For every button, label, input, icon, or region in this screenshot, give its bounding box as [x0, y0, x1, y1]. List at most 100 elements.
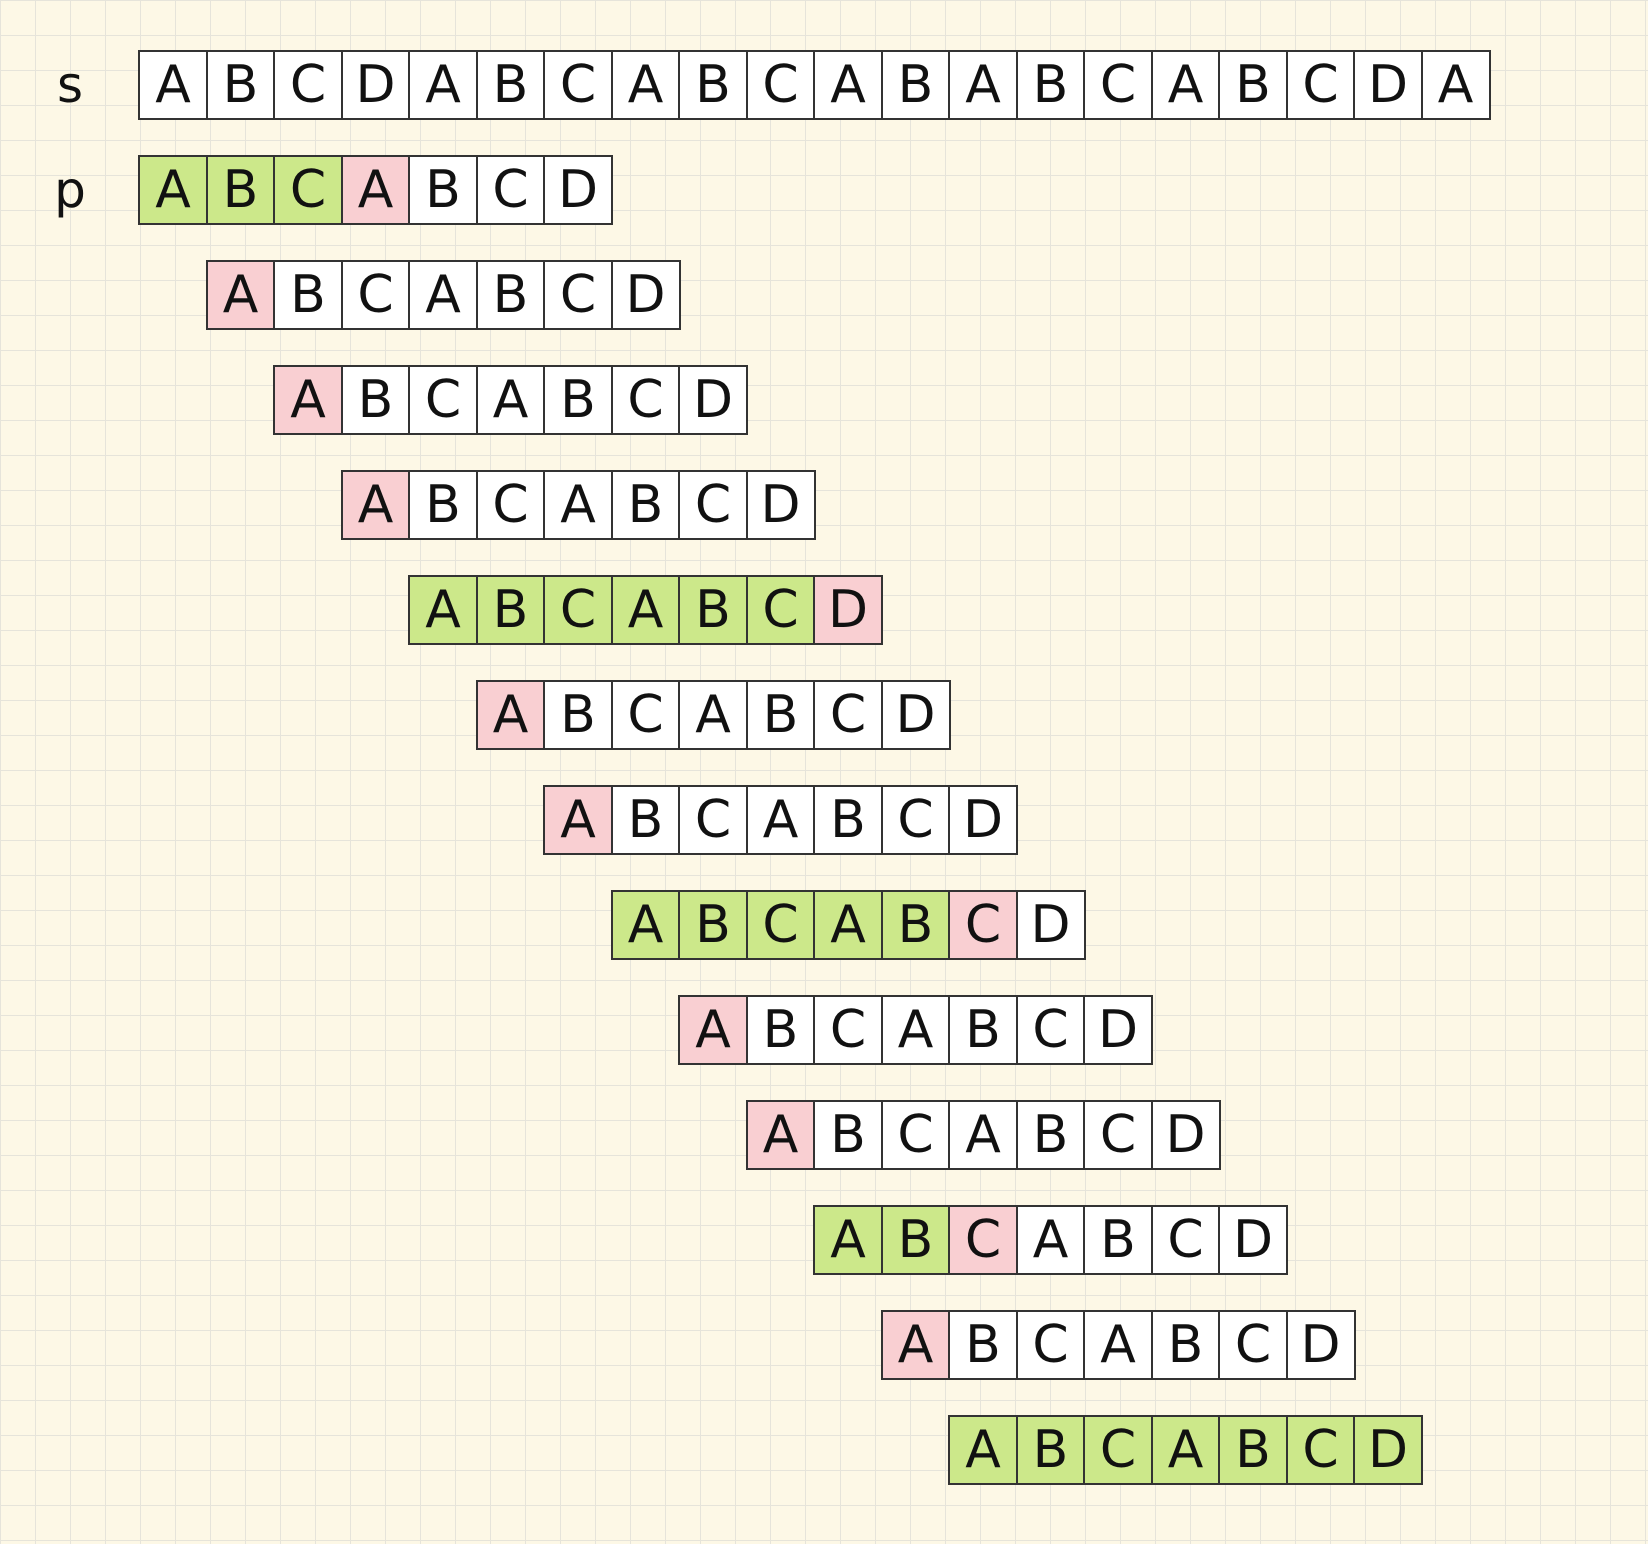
pattern-cell-empty: B: [340, 365, 411, 435]
pattern-cell-empty: D: [1218, 1205, 1288, 1275]
pattern-cell-empty: A: [880, 995, 951, 1065]
pattern-cell-match: B: [880, 1205, 951, 1275]
pattern-cell-empty: D: [880, 680, 951, 750]
s-cell: C: [745, 50, 816, 120]
pattern-cell-match: C: [543, 575, 613, 645]
pattern-cell-empty: C: [880, 1100, 951, 1170]
pattern-cell-empty: B: [1015, 1100, 1086, 1170]
pattern-cell-empty: C: [610, 680, 681, 750]
pattern-cell-empty: A: [745, 785, 816, 855]
pattern-cell-match: C: [1083, 1415, 1153, 1485]
pattern-cell-match: B: [475, 575, 546, 645]
pattern-cell-mismatch: D: [813, 575, 883, 645]
s-cell: A: [813, 50, 883, 120]
pattern-cell-empty: A: [678, 680, 748, 750]
pattern-cell-empty: C: [1083, 1100, 1153, 1170]
pattern-cell-empty: C: [1150, 1205, 1221, 1275]
s-cell: B: [880, 50, 951, 120]
pattern-cell-empty: D: [745, 470, 816, 540]
s-cell: D: [340, 50, 411, 120]
pattern-cell-empty: A: [543, 470, 613, 540]
pattern-cell-match: A: [813, 890, 883, 960]
s-cell: A: [1150, 50, 1221, 120]
pattern-cell-empty: A: [948, 1100, 1018, 1170]
pattern-cell-empty: B: [273, 260, 343, 330]
pattern-cell-mismatch: A: [678, 995, 748, 1065]
pattern-cell-match: A: [813, 1205, 883, 1275]
pattern-cell-mismatch: A: [745, 1100, 816, 1170]
pattern-cell-empty: B: [543, 365, 613, 435]
pattern-cell-empty: C: [475, 470, 546, 540]
pattern-cell-match: B: [1218, 1415, 1288, 1485]
pattern-cell-empty: A: [1083, 1310, 1153, 1380]
s-cell: A: [1420, 50, 1491, 120]
pattern-cell-match: C: [745, 575, 816, 645]
s-cell: B: [678, 50, 748, 120]
pattern-cell-match: A: [610, 575, 681, 645]
pattern-cell-empty: D: [1083, 995, 1153, 1065]
s-cell: C: [1083, 50, 1153, 120]
pattern-cell-empty: A: [475, 365, 546, 435]
s-cell: B: [1015, 50, 1086, 120]
s-cell: B: [205, 50, 276, 120]
pattern-cell-empty: C: [610, 365, 681, 435]
pattern-cell-empty: C: [678, 785, 748, 855]
pattern-cell-match: A: [408, 575, 478, 645]
pattern-cell-empty: B: [948, 995, 1018, 1065]
pattern-cell-empty: B: [408, 470, 478, 540]
pattern-cell-empty: B: [1083, 1205, 1153, 1275]
pattern-cell-match: C: [745, 890, 816, 960]
s-cell: C: [273, 50, 343, 120]
pattern-cell-empty: B: [813, 1100, 883, 1170]
pattern-cell-empty: B: [408, 155, 478, 225]
pattern-cell-mismatch: A: [205, 260, 276, 330]
pattern-cell-empty: D: [1150, 1100, 1221, 1170]
s-cell: A: [138, 50, 208, 120]
pattern-cell-match: A: [610, 890, 681, 960]
pattern-cell-empty: B: [745, 680, 816, 750]
pattern-cell-match: B: [205, 155, 276, 225]
s-cell: C: [1285, 50, 1356, 120]
pattern-cell-empty: B: [948, 1310, 1018, 1380]
s-cell: A: [610, 50, 681, 120]
pattern-cell-empty: D: [1015, 890, 1086, 960]
p-label: p: [54, 161, 86, 219]
pattern-cell-empty: C: [813, 995, 883, 1065]
pattern-cell-mismatch: A: [543, 785, 613, 855]
pattern-cell-empty: B: [813, 785, 883, 855]
s-cell: B: [1218, 50, 1288, 120]
pattern-cell-mismatch: C: [948, 1205, 1018, 1275]
pattern-cell-empty: B: [610, 785, 681, 855]
pattern-cell-empty: C: [408, 365, 478, 435]
pattern-cell-empty: D: [1285, 1310, 1356, 1380]
pattern-cell-empty: C: [1218, 1310, 1288, 1380]
pattern-cell-match: A: [948, 1415, 1018, 1485]
pattern-cell-mismatch: C: [948, 890, 1018, 960]
pattern-cell-match: B: [880, 890, 951, 960]
pattern-cell-mismatch: A: [340, 470, 411, 540]
pattern-cell-match: A: [1150, 1415, 1221, 1485]
s-cell: C: [543, 50, 613, 120]
pattern-cell-match: B: [1015, 1415, 1086, 1485]
pattern-cell-empty: B: [745, 995, 816, 1065]
pattern-cell-mismatch: A: [273, 365, 343, 435]
pattern-cell-empty: D: [543, 155, 613, 225]
pattern-cell-empty: C: [678, 470, 748, 540]
pattern-cell-match: D: [1353, 1415, 1423, 1485]
pattern-cell-empty: C: [475, 155, 546, 225]
pattern-cell-empty: C: [1015, 1310, 1086, 1380]
s-cell: A: [408, 50, 478, 120]
pattern-cell-match: C: [1285, 1415, 1356, 1485]
pattern-cell-empty: B: [543, 680, 613, 750]
pattern-cell-empty: D: [678, 365, 748, 435]
